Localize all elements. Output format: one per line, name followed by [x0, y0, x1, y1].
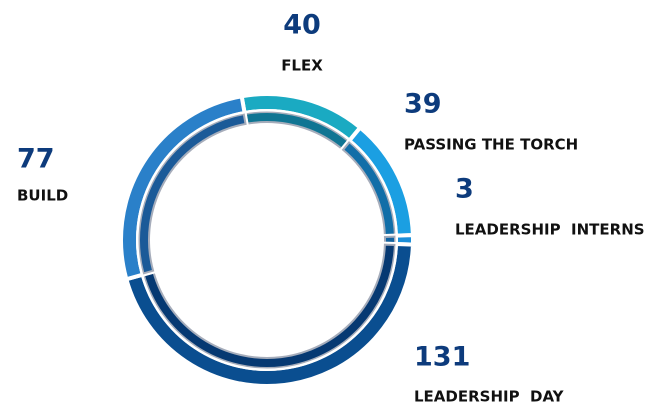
- category-label: BUILD: [17, 187, 68, 205]
- segment-divider: [395, 235, 397, 245]
- segment-inner-shade: [142, 243, 396, 369]
- value-label: 77: [17, 144, 55, 175]
- value-label: 3: [455, 174, 474, 205]
- segment: [239, 92, 363, 153]
- segment: [119, 93, 249, 282]
- value-label: 39: [404, 89, 442, 120]
- segment: [123, 241, 415, 388]
- value-label: 131: [414, 342, 470, 373]
- value-label: 40: [283, 10, 321, 41]
- segment-inner-shade: [341, 140, 396, 237]
- category-label: PASSING THE TORCH: [404, 136, 578, 154]
- category-label: FLEX: [281, 57, 323, 75]
- category-label: LEADERSHIP DAY: [414, 388, 565, 404]
- segment-inner-shade: [137, 112, 247, 275]
- category-label: LEADERSHIP INTERNS: [455, 221, 645, 239]
- segment-inner-shade: [244, 111, 350, 150]
